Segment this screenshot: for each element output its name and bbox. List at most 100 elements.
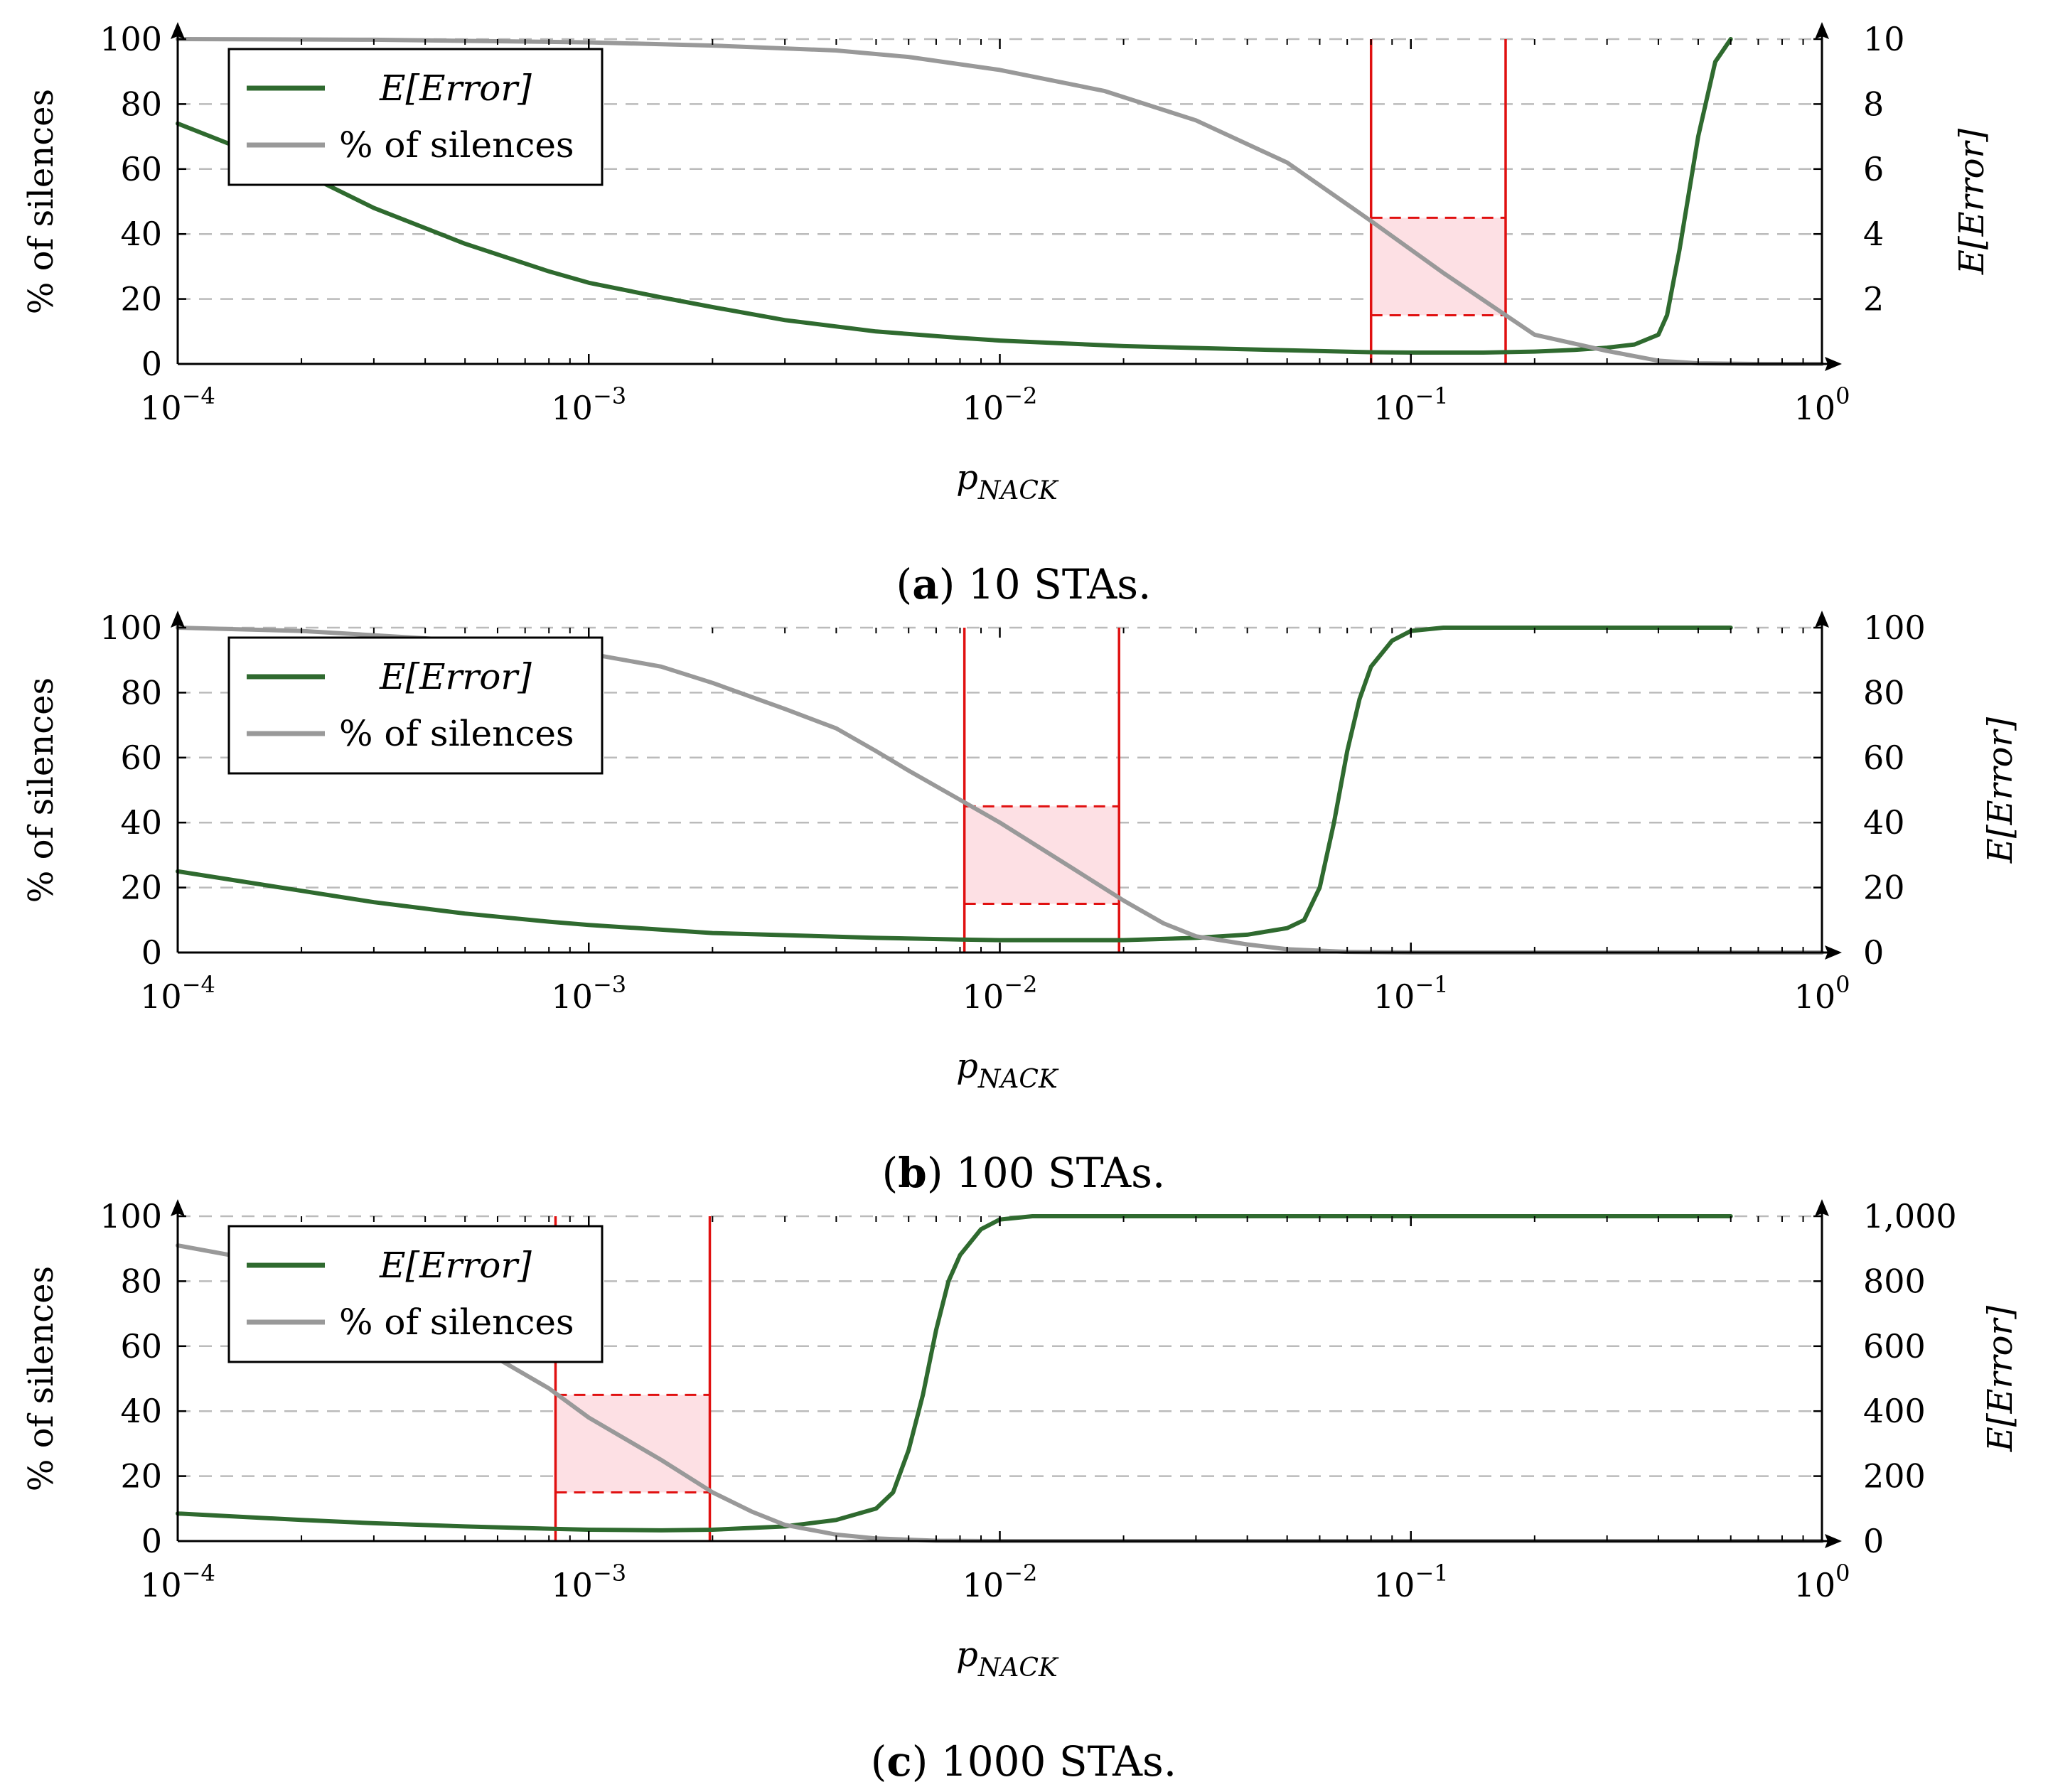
caption-close-paren: ) (939, 560, 955, 608)
x-tick-label: 10−2 (963, 382, 1038, 427)
x-tick-label: 10−1 (1373, 1560, 1449, 1604)
right-y-axis-arrow (1815, 1199, 1829, 1216)
x-tick-label: 10−1 (1373, 382, 1449, 427)
x-tick-label: 10−1 (1373, 971, 1449, 1016)
caption-text: 100 STAs. (943, 1149, 1165, 1197)
left-y-tick-label: 20 (120, 1457, 162, 1496)
caption-close-paren: ) (927, 1149, 943, 1197)
x-tick-exponent: −2 (1004, 971, 1037, 998)
x-tick-label: 10−4 (140, 382, 215, 427)
right-y-tick-label: 10 (1863, 20, 1905, 58)
x-tick-exponent: 0 (1835, 1560, 1850, 1587)
chart-panel-b: 10−4 10−3 10−2 10−1 100020406080100020406080… (21, 608, 2020, 1197)
left-y-tick-label: 40 (120, 215, 162, 253)
left-y-tick-label: 40 (120, 803, 162, 842)
left-y-tick-label: 60 (120, 1327, 162, 1366)
x-tick-base: 10 (551, 389, 593, 427)
right-y-axis-label: E[Error] (1952, 129, 1992, 276)
left-y-axis-label: % of silences (21, 677, 61, 903)
caption-text: 1000 STAs. (928, 1737, 1176, 1786)
caption-open-paren: ( (871, 1737, 887, 1786)
x-tick-label: 100 (1794, 1560, 1850, 1604)
legend-box (227, 636, 604, 775)
x-tick-base: 10 (1794, 977, 1836, 1016)
x-tick-label: 10−2 (963, 971, 1038, 1016)
right-y-tick-label: 400 (1863, 1392, 1926, 1430)
x-tick-exponent: −3 (593, 1560, 626, 1587)
legend: E[Error] % of silences (227, 636, 604, 775)
left-y-tick-label: 20 (120, 280, 162, 318)
x-tick-exponent: −2 (1004, 382, 1037, 409)
legend-box (227, 1225, 604, 1363)
x-tick-exponent: −3 (593, 382, 626, 409)
right-y-tick-label: 0 (1863, 933, 1884, 972)
left-y-axis-arrow (171, 1199, 185, 1216)
right-y-tick-label: 6 (1863, 150, 1884, 188)
x-tick-base: 10 (963, 977, 1004, 1016)
caption-letter: c (886, 1737, 911, 1786)
x-tick-base: 10 (551, 1566, 593, 1604)
left-y-tick-label: 100 (100, 20, 162, 58)
x-axis-arrow (1825, 357, 1842, 371)
left-y-tick-label: 0 (141, 345, 162, 383)
x-axis-label: pNACK (956, 1046, 1059, 1094)
caption-letter: b (898, 1149, 927, 1197)
legend-label-silences: % of silences (339, 713, 574, 754)
x-tick-base: 10 (1794, 1566, 1836, 1604)
legend-label-silences: % of silences (339, 1302, 574, 1343)
right-y-tick-label: 800 (1863, 1262, 1926, 1300)
x-tick-label: 10−3 (551, 1560, 626, 1604)
left-y-axis-arrow (171, 611, 185, 628)
x-tick-base: 10 (140, 1566, 182, 1604)
x-tick-exponent: −4 (182, 971, 215, 998)
left-y-tick-label: 40 (120, 1392, 162, 1430)
legend: E[Error] % of silences (227, 48, 604, 186)
x-axis-label-main: p (956, 1046, 978, 1086)
x-tick-base: 10 (963, 1566, 1004, 1604)
legend: E[Error] % of silences (227, 1225, 604, 1363)
x-tick-base: 10 (1373, 977, 1415, 1016)
x-tick-exponent: −1 (1415, 382, 1448, 409)
left-y-tick-label: 100 (100, 608, 162, 647)
right-y-axis-arrow (1815, 22, 1829, 39)
x-tick-base: 10 (140, 977, 182, 1016)
x-tick-exponent: −2 (1004, 1560, 1037, 1587)
x-tick-base: 10 (140, 389, 182, 427)
x-tick-exponent: −4 (182, 382, 215, 409)
x-axis-label-main: p (956, 1635, 978, 1675)
left-y-tick-label: 20 (120, 869, 162, 907)
right-y-tick-label: 0 (1863, 1522, 1884, 1560)
right-y-axis-label: E[Error] (1980, 717, 2020, 864)
caption-open-paren: ( (882, 1149, 899, 1197)
x-tick-base: 10 (963, 389, 1004, 427)
right-y-tick-label: 60 (1863, 739, 1905, 777)
series-line-error (176, 1214, 1733, 1533)
series-line-error (176, 626, 1733, 943)
chart-panel-c: 10−4 10−3 10−2 10−1 100020406080100020040060… (21, 1197, 2020, 1786)
legend-box (227, 48, 604, 186)
x-tick-label: 100 (1794, 382, 1850, 427)
panel-caption: (a) 10 STAs. (896, 560, 1152, 608)
legend-label-error: E[Error] (379, 68, 532, 109)
left-y-tick-label: 0 (141, 1522, 162, 1560)
caption-close-paren: ) (912, 1737, 928, 1786)
x-tick-label: 10−2 (963, 1560, 1038, 1604)
x-axis-label-main: p (956, 458, 978, 498)
series-line-silences (176, 626, 1824, 955)
right-y-tick-label: 8 (1863, 85, 1884, 123)
caption-text: 10 STAs. (955, 560, 1151, 608)
highlight-band (964, 806, 1120, 904)
panel-caption: (b) 100 STAs. (882, 1149, 1166, 1197)
x-tick-label: 10−4 (140, 1560, 215, 1604)
right-y-axis-label: E[Error] (1980, 1306, 2020, 1453)
left-y-tick-label: 80 (120, 673, 162, 712)
left-y-tick-label: 0 (141, 933, 162, 972)
x-tick-base: 10 (1794, 389, 1836, 427)
left-y-axis-label: % of silences (21, 1266, 61, 1491)
right-y-tick-label: 1,000 (1863, 1197, 1957, 1235)
legend-label-error: E[Error] (379, 1245, 532, 1286)
right-y-axis-arrow (1815, 611, 1829, 628)
x-axis-label-subscript: NACK (977, 476, 1059, 505)
